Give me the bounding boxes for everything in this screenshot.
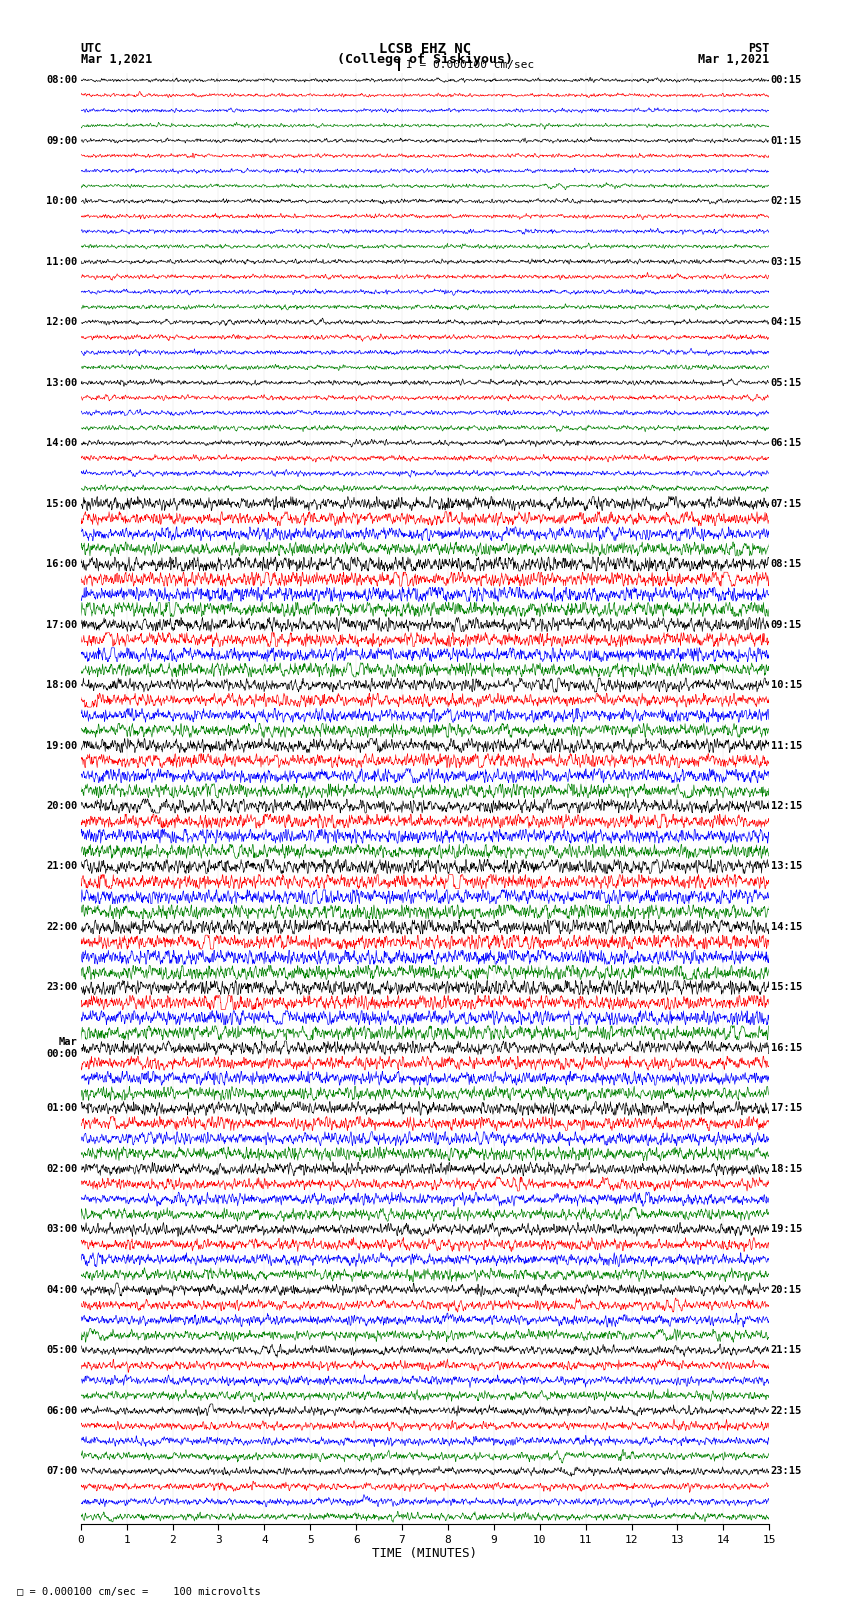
Text: 09:15: 09:15 xyxy=(771,619,802,629)
Text: 08:15: 08:15 xyxy=(771,560,802,569)
Text: 11:00: 11:00 xyxy=(46,256,77,266)
Text: 03:15: 03:15 xyxy=(771,256,802,266)
Text: 07:15: 07:15 xyxy=(771,498,802,508)
Text: 17:15: 17:15 xyxy=(771,1103,802,1113)
Text: 10:15: 10:15 xyxy=(771,681,802,690)
Text: 05:15: 05:15 xyxy=(771,377,802,387)
Text: 18:15: 18:15 xyxy=(771,1165,802,1174)
Text: 04:15: 04:15 xyxy=(771,318,802,327)
Text: 19:00: 19:00 xyxy=(46,740,77,750)
X-axis label: TIME (MINUTES): TIME (MINUTES) xyxy=(372,1547,478,1560)
Text: 14:00: 14:00 xyxy=(46,439,77,448)
Text: 02:15: 02:15 xyxy=(771,197,802,206)
Text: 04:00: 04:00 xyxy=(46,1286,77,1295)
Text: 15:00: 15:00 xyxy=(46,498,77,508)
Text: PST: PST xyxy=(748,42,769,55)
Text: 07:00: 07:00 xyxy=(46,1466,77,1476)
Text: 01:00: 01:00 xyxy=(46,1103,77,1113)
Text: 09:00: 09:00 xyxy=(46,135,77,145)
Text: 05:00: 05:00 xyxy=(46,1345,77,1355)
Text: 18:00: 18:00 xyxy=(46,681,77,690)
Text: 13:15: 13:15 xyxy=(771,861,802,871)
Text: 12:00: 12:00 xyxy=(46,318,77,327)
Text: 19:15: 19:15 xyxy=(771,1224,802,1234)
Text: Mar 1,2021: Mar 1,2021 xyxy=(698,53,769,66)
Text: 15:15: 15:15 xyxy=(771,982,802,992)
Text: 08:00: 08:00 xyxy=(46,76,77,85)
Text: 16:00: 16:00 xyxy=(46,560,77,569)
Text: (College of Siskiyous): (College of Siskiyous) xyxy=(337,53,513,66)
Text: 21:00: 21:00 xyxy=(46,861,77,871)
Text: Mar 1,2021: Mar 1,2021 xyxy=(81,53,152,66)
Text: 22:15: 22:15 xyxy=(771,1407,802,1416)
Text: 20:15: 20:15 xyxy=(771,1286,802,1295)
Text: 23:00: 23:00 xyxy=(46,982,77,992)
Text: 11:15: 11:15 xyxy=(771,740,802,750)
Text: 16:15: 16:15 xyxy=(771,1044,802,1053)
Text: UTC: UTC xyxy=(81,42,102,55)
Text: 13:00: 13:00 xyxy=(46,377,77,387)
Text: 03:00: 03:00 xyxy=(46,1224,77,1234)
Text: 17:00: 17:00 xyxy=(46,619,77,629)
Text: 02:00: 02:00 xyxy=(46,1165,77,1174)
Text: □ = 0.000100 cm/sec =    100 microvolts: □ = 0.000100 cm/sec = 100 microvolts xyxy=(17,1587,261,1597)
Text: 21:15: 21:15 xyxy=(771,1345,802,1355)
Text: 06:15: 06:15 xyxy=(771,439,802,448)
Text: 14:15: 14:15 xyxy=(771,923,802,932)
Text: Mar
00:00: Mar 00:00 xyxy=(46,1037,77,1058)
Text: 22:00: 22:00 xyxy=(46,923,77,932)
Text: 12:15: 12:15 xyxy=(771,802,802,811)
Text: 23:15: 23:15 xyxy=(771,1466,802,1476)
Text: I = 0.000100 cm/sec: I = 0.000100 cm/sec xyxy=(406,60,535,69)
Text: LCSB EHZ NC: LCSB EHZ NC xyxy=(379,42,471,56)
Text: 01:15: 01:15 xyxy=(771,135,802,145)
Text: 20:00: 20:00 xyxy=(46,802,77,811)
Text: 06:00: 06:00 xyxy=(46,1407,77,1416)
Text: 10:00: 10:00 xyxy=(46,197,77,206)
Text: 00:15: 00:15 xyxy=(771,76,802,85)
